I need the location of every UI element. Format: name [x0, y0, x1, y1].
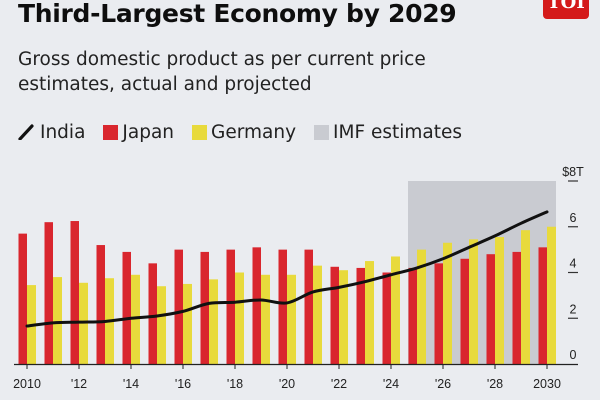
x-tick-label-2028: '28 [487, 377, 503, 391]
chart-subtitle: Gross domestic product as per current pr… [18, 47, 578, 97]
y-tick-label-6: 6 [570, 211, 577, 225]
x-tick-label-2012: '12 [71, 377, 87, 391]
germany-swatch-icon [192, 124, 208, 140]
bar-germany-2026 [443, 242, 452, 364]
legend-item-india: India [18, 122, 85, 143]
x-tick-label-2024: '24 [383, 377, 399, 391]
bar-japan-2023 [356, 267, 365, 364]
imf-swatch-icon [314, 124, 330, 140]
bar-japan-2028 [486, 254, 495, 364]
y-tick-label-2: 2 [570, 302, 577, 316]
bar-japan-2013 [96, 245, 105, 364]
x-tick-label-2026: '26 [435, 377, 451, 391]
bar-japan-2018 [226, 249, 235, 364]
bar-japan-2030 [538, 247, 547, 364]
legend-item-japan: Japan [103, 122, 174, 143]
bar-germany-2016 [183, 283, 192, 364]
bar-japan-2011 [44, 222, 53, 364]
x-tick-label-2010: 2010 [13, 377, 41, 391]
bar-japan-2010 [18, 233, 27, 364]
bar-japan-2012 [70, 221, 79, 364]
bar-japan-2017 [200, 251, 209, 364]
y-tick-label-0: 0 [570, 348, 577, 362]
bar-japan-2020 [278, 249, 287, 364]
bar-japan-2016 [174, 249, 183, 364]
bar-germany-2019 [261, 274, 270, 364]
bar-japan-2026 [434, 263, 443, 364]
japan-swatch-icon [103, 124, 119, 140]
legend-label-japan: Japan [122, 121, 175, 143]
bar-germany-2027 [469, 239, 478, 364]
subtitle-line-1: Gross domestic product as per current pr… [18, 49, 426, 70]
chart-title: Third-Largest Economy by 2029 [18, 0, 457, 28]
subtitle-line-2: estimates, actual and projected [18, 74, 312, 95]
legend-label-germany: Germany [211, 121, 297, 143]
x-tick-label-2020: '20 [279, 377, 295, 391]
legend-item-germany: Germany [192, 122, 296, 143]
bar-japan-2027 [460, 258, 469, 364]
imf-estimates-region [408, 181, 556, 364]
bar-germany-2011 [53, 277, 62, 364]
y-tick-label-8: $8T [562, 165, 584, 179]
x-tick-label-2018: '18 [227, 377, 243, 391]
bar-germany-2030 [547, 226, 556, 364]
bar-germany-2021 [313, 265, 322, 364]
bar-germany-2018 [235, 272, 244, 364]
bar-germany-2028 [495, 237, 504, 364]
bar-japan-2021 [304, 249, 313, 364]
bar-germany-2014 [131, 274, 140, 364]
x-tick-label-2016: '16 [175, 377, 191, 391]
bar-japan-2022 [330, 266, 339, 364]
x-tick-label-2030: 2030 [533, 377, 561, 391]
bar-germany-2015 [157, 286, 166, 364]
toi-logo: TOI [543, 0, 589, 19]
legend-label-india: India [40, 121, 86, 143]
bar-japan-2014 [122, 251, 131, 364]
bar-japan-2019 [252, 247, 261, 364]
legend: India Japan Germany IMF estimates [18, 120, 480, 144]
bar-japan-2025 [408, 267, 417, 364]
line-icon [18, 124, 34, 140]
bar-germany-2022 [339, 270, 348, 364]
bar-germany-2020 [287, 274, 296, 364]
bar-japan-2015 [148, 263, 157, 364]
bar-japan-2029 [512, 251, 521, 364]
bar-germany-2025 [417, 249, 426, 364]
bar-germany-2017 [209, 279, 218, 364]
legend-item-imf: IMF estimates [314, 122, 462, 143]
bar-germany-2023 [365, 261, 374, 364]
bar-germany-2024 [391, 256, 400, 364]
x-tick-label-2022: '22 [331, 377, 347, 391]
bar-japan-2024 [382, 272, 391, 364]
y-tick-label-4: 4 [570, 257, 577, 271]
bar-germany-2029 [521, 230, 530, 364]
legend-label-imf: IMF estimates [333, 121, 463, 143]
line-india [25, 210, 549, 328]
x-tick-label-2014: '14 [123, 377, 139, 391]
